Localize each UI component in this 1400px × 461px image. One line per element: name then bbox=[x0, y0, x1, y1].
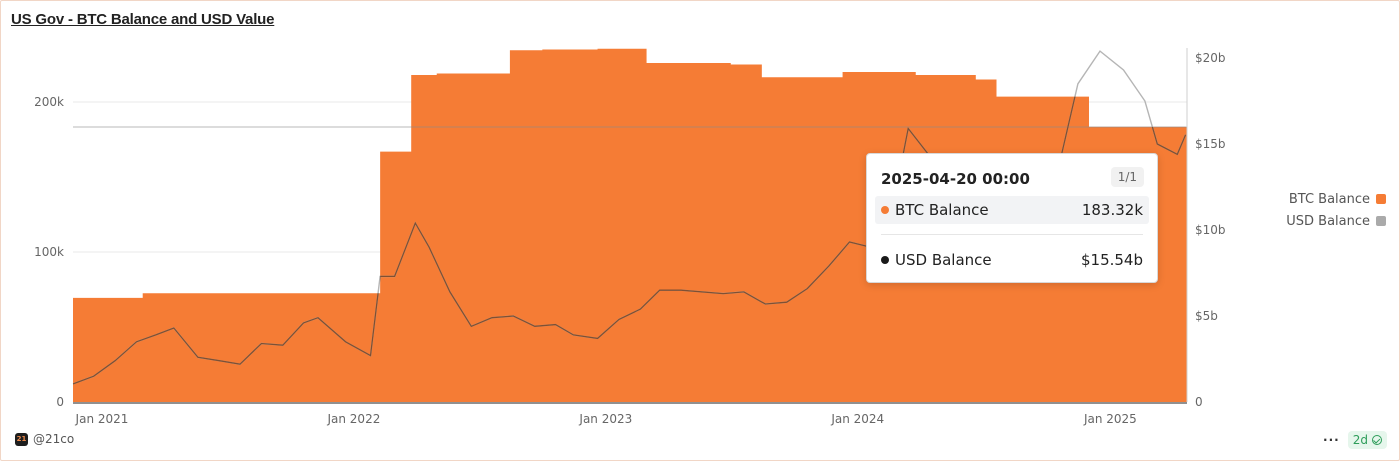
brand[interactable]: 21 @21co bbox=[15, 432, 74, 446]
brand-logo-icon: 21 bbox=[15, 432, 28, 446]
legend: BTC Balance USD Balance bbox=[1286, 188, 1386, 232]
x-tick-label: Jan 2022 bbox=[326, 412, 380, 426]
tooltip-divider bbox=[881, 234, 1143, 235]
y-right-tick-label: $20b bbox=[1195, 51, 1226, 65]
y-left-tick-label: 200k bbox=[34, 95, 64, 109]
check-circle-icon bbox=[1372, 435, 1382, 445]
tooltip-dot-usd bbox=[881, 256, 889, 264]
x-tick-label: Jan 2023 bbox=[578, 412, 632, 426]
footer-actions: ··· 2d bbox=[1323, 431, 1387, 449]
y-right-tick-label: $10b bbox=[1195, 223, 1226, 237]
refresh-label: 2d bbox=[1352, 433, 1368, 447]
brand-handle: @21co bbox=[33, 432, 75, 446]
legend-swatch-usd bbox=[1376, 216, 1386, 226]
y-left-tick-label: 100k bbox=[34, 245, 64, 259]
legend-item-btc[interactable]: BTC Balance bbox=[1286, 188, 1386, 210]
more-options-button[interactable]: ··· bbox=[1323, 433, 1340, 447]
btc-balance-area bbox=[73, 48, 1187, 402]
tooltip-value: 183.32k bbox=[1081, 201, 1143, 219]
legend-item-usd[interactable]: USD Balance bbox=[1286, 210, 1386, 232]
x-tick-label: Jan 2025 bbox=[1083, 412, 1137, 426]
x-tick-label: Jan 2021 bbox=[75, 412, 129, 426]
y-right-tick-label: 0 bbox=[1195, 395, 1203, 409]
tooltip-value: $15.54b bbox=[1080, 251, 1143, 269]
tooltip-row-btc: BTC Balance 183.32k bbox=[875, 196, 1149, 224]
chart-title[interactable]: US Gov - BTC Balance and USD Value bbox=[11, 11, 275, 28]
y-right-tick-label: $5b bbox=[1195, 309, 1218, 323]
tooltip-row-usd: USD Balance $15.54b bbox=[875, 246, 1149, 274]
y-left-tick-label: 0 bbox=[56, 395, 64, 409]
refresh-badge[interactable]: 2d bbox=[1347, 431, 1387, 449]
legend-label: BTC Balance bbox=[1288, 191, 1370, 207]
y-right-tick-label: $15b bbox=[1195, 137, 1226, 151]
tooltip-date: 2025-04-20 00:00 bbox=[881, 170, 1030, 188]
tooltip-dot-btc bbox=[881, 206, 889, 214]
tooltip-label: USD Balance bbox=[895, 251, 992, 269]
x-tick-label: Jan 2024 bbox=[830, 412, 884, 426]
tooltip: 2025-04-20 00:00 1/1 BTC Balance 183.32k… bbox=[866, 153, 1158, 283]
tooltip-label: BTC Balance bbox=[895, 201, 989, 219]
legend-label: USD Balance bbox=[1286, 213, 1370, 229]
tooltip-page: 1/1 bbox=[1110, 167, 1144, 187]
legend-swatch-btc bbox=[1376, 194, 1386, 204]
